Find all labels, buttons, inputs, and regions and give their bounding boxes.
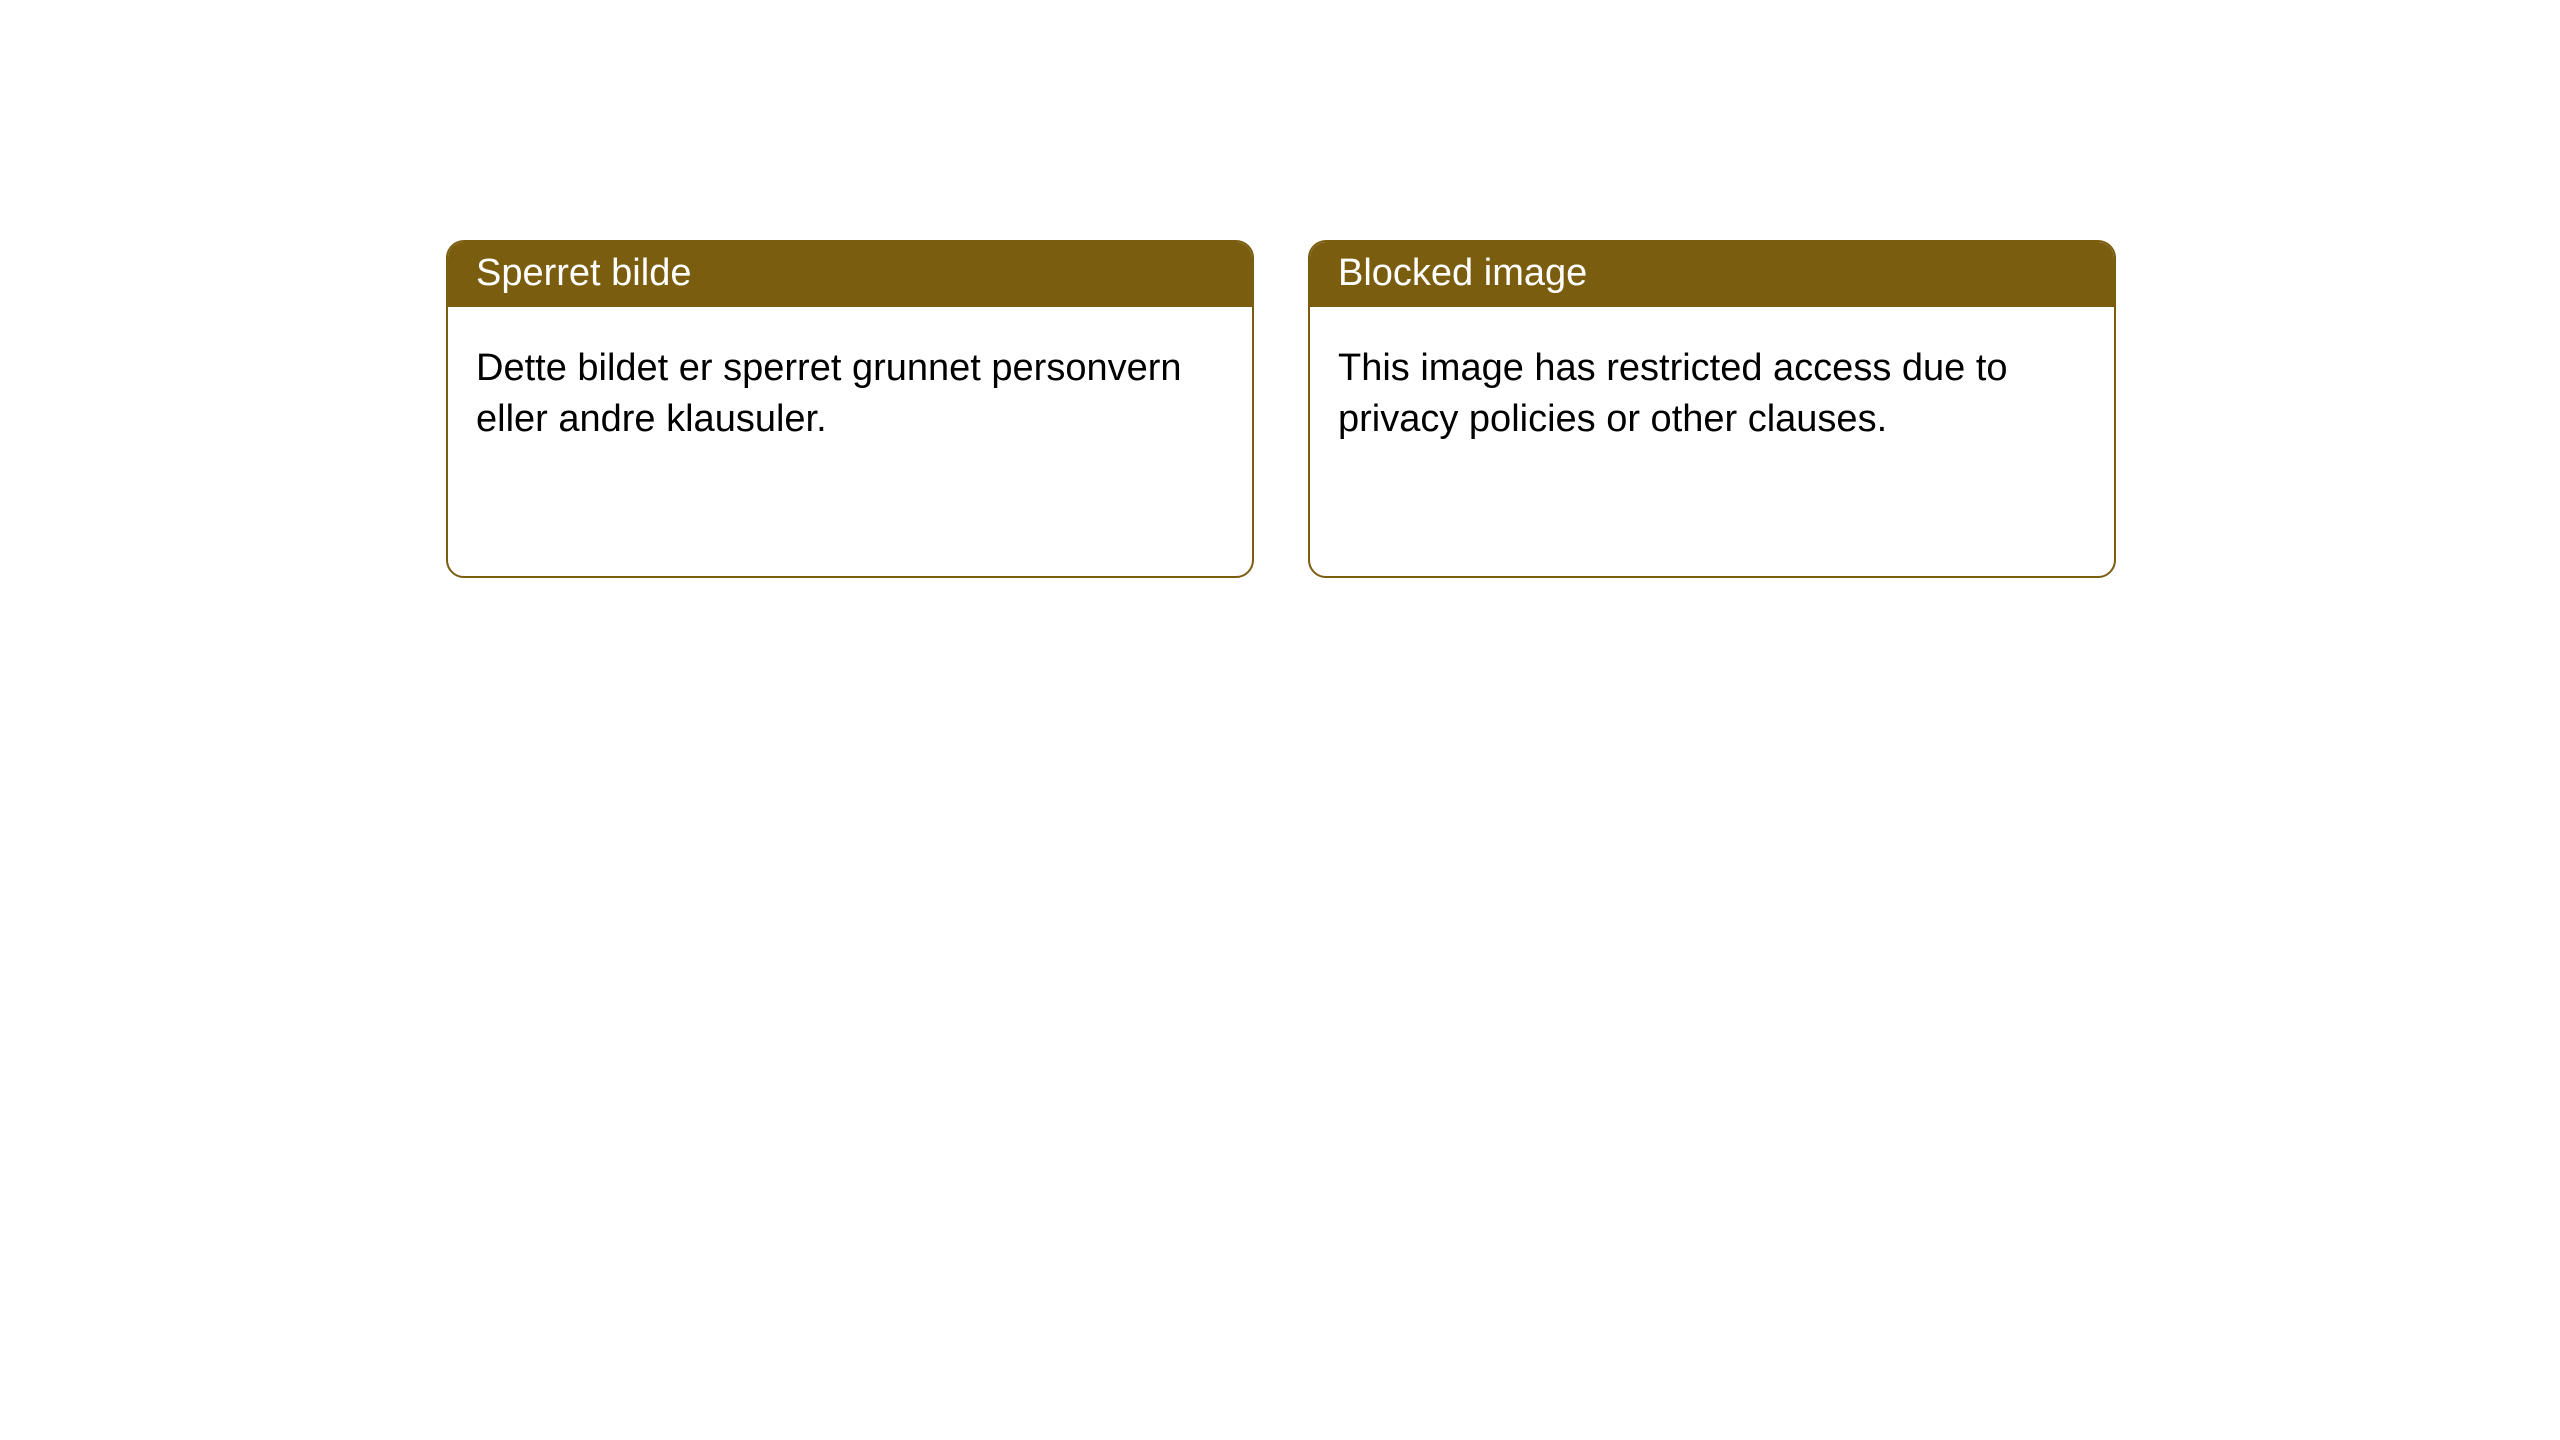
notice-body-norwegian: Dette bildet er sperret grunnet personve…: [448, 307, 1252, 482]
notice-container: Sperret bilde Dette bildet er sperret gr…: [0, 0, 2560, 578]
notice-card-norwegian: Sperret bilde Dette bildet er sperret gr…: [446, 240, 1254, 578]
notice-header-english: Blocked image: [1310, 242, 2114, 307]
notice-card-english: Blocked image This image has restricted …: [1308, 240, 2116, 578]
notice-header-norwegian: Sperret bilde: [448, 242, 1252, 307]
notice-body-english: This image has restricted access due to …: [1310, 307, 2114, 482]
